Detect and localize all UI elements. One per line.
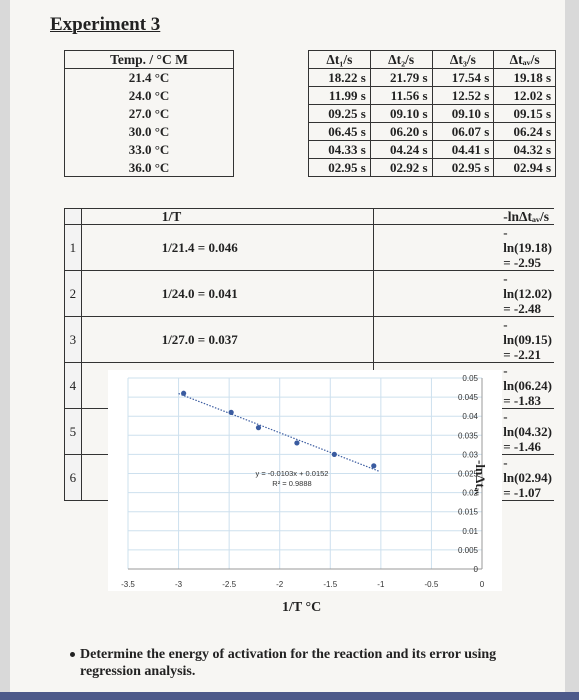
data-point: [371, 463, 377, 469]
data-point: [294, 440, 300, 446]
x-tick-label: 0: [480, 580, 485, 589]
table-row: 3 1/27.0 = 0.037 -ln(09.15) = -2.21: [64, 316, 554, 363]
table-cell: 11.99 s: [308, 86, 371, 105]
x-axis-title: 1/T °C: [282, 600, 322, 615]
chart-area: -3.5 -3 -2.5 -2 -1.5 -1 -0.5 0 0 0.005 0.01 0.015 0.…: [10, 0, 565, 692]
x-tick-label: -2.5: [222, 580, 236, 589]
table-row: 21.4 °C 18.22 s 21.79 s 17.54 s 19.18 s: [64, 68, 556, 87]
table-header-row: Temp. / °C M Δt₁/s Δt₂/s Δt₃/s Δtₐᵥ/s: [64, 50, 556, 69]
table-cell: 19.18 s: [493, 68, 556, 87]
x-tick-label: -2: [276, 580, 284, 589]
table-cell: 06.20 s: [369, 122, 433, 141]
table-header-row: 1/T -lnΔtₐᵥ/s: [64, 208, 554, 225]
y-tick-label: 0.01: [462, 527, 478, 536]
trendline-equation: y = -0.0103x + 0.0152: [256, 469, 329, 478]
x-tick-label: -0.5: [425, 580, 439, 589]
table-row: 30.0 °C 06.45 s 06.20 s 06.07 s 06.24 s: [64, 122, 556, 141]
data-point: [181, 390, 187, 396]
table-cell: 18.22 s: [308, 68, 371, 87]
question-text: Determine the energy of activation for t…: [80, 647, 497, 679]
table-row: 33.0 °C 04.33 s 04.24 s 04.41 s 04.32 s: [64, 140, 556, 159]
row-number: 5: [64, 408, 82, 455]
y-tick-label: 0.045: [458, 393, 479, 402]
table-cell: 02.95 s: [308, 158, 371, 177]
row-number: 4: [64, 362, 82, 409]
plot-area: [108, 370, 502, 591]
table-cell: 09.25 s: [308, 104, 371, 123]
page-title: Experiment 3: [50, 14, 161, 35]
table-cell: 1/27.0 = 0.037: [81, 316, 375, 363]
table-row: 27.0 °C 09.25 s 09.10 s 09.10 s 09.15 s: [64, 104, 556, 123]
data-point: [228, 409, 234, 415]
table-cell: 36.0 °C: [64, 158, 234, 177]
column-header: Temp. / °C M: [64, 50, 234, 69]
y-tick-label: 0.035: [458, 431, 479, 440]
table-cell: 02.94 s: [493, 158, 556, 177]
x-tick-label: -3.5: [121, 580, 135, 589]
row-number: 6: [64, 454, 82, 501]
table-cell: 11.56 s: [369, 86, 433, 105]
bottom-strip: [0, 692, 579, 700]
table-row: 1 1/21.4 = 0.046 -ln(19.18) = -2.95: [64, 224, 554, 271]
table-cell: 12.02 s: [493, 86, 556, 105]
r-squared-label: R² = 0.9888: [272, 479, 311, 488]
x-tick-label: -1: [377, 580, 385, 589]
table-row: 36.0 °C 02.95 s 02.92 s 02.95 s 02.94 s: [64, 158, 556, 177]
x-tick-label: -3: [175, 580, 183, 589]
row-number: 2: [64, 270, 82, 317]
table-cell: 06.07 s: [431, 122, 495, 141]
document-sheet: Experiment 3 Temp. / °C M Δt₁/s Δt₂/s Δt…: [10, 0, 565, 692]
y-tick-label: 0.05: [462, 374, 478, 383]
y-tick-label: 0.03: [462, 450, 478, 459]
table-cell: 21.79 s: [369, 68, 433, 87]
table-cell: 04.24 s: [369, 140, 433, 159]
table-cell: 24.0 °C: [64, 86, 234, 105]
x-tick-label: -1.5: [323, 580, 337, 589]
y-tick-label: 0.005: [458, 546, 479, 555]
y-tick-label: 0.04: [462, 412, 478, 421]
table-cell: -ln(09.15) = -2.21: [399, 316, 554, 363]
table-cell: 27.0 °C: [64, 104, 234, 123]
y-tick-label: 0.015: [458, 508, 479, 517]
y-tick-label: 0: [474, 565, 479, 574]
table-cell: 21.4 °C: [64, 68, 234, 87]
table-row: 24.0 °C 11.99 s 11.56 s 12.52 s 12.02 s: [64, 86, 556, 105]
y-axis-title: -lnΔtₐᵥ: [473, 460, 488, 496]
table-cell: 09.10 s: [369, 104, 433, 123]
y-tick-label: 0.02: [462, 489, 478, 498]
scatter-chart: -3.5 -3 -2.5 -2 -1.5 -1 -0.5 00 0.005 0.01 0.015 0.…: [108, 370, 502, 591]
table-cell: 09.15 s: [493, 104, 556, 123]
table-cell: -ln(19.18) = -2.95: [399, 224, 554, 271]
table-cell: 04.41 s: [431, 140, 495, 159]
row-number: 1: [64, 224, 82, 271]
data-point: [255, 425, 262, 431]
column-header: Δt₁/s: [308, 50, 371, 69]
data-point: [331, 451, 337, 457]
table-cell: 30.0 °C: [64, 122, 234, 141]
table-cell: 04.33 s: [308, 140, 371, 159]
y-tick-label: 0.025: [458, 470, 479, 479]
bullet-dot: [70, 652, 75, 657]
table-cell: 1/21.4 = 0.046: [81, 224, 375, 271]
time-table: Temp. / °C M Δt₁/s Δt₂/s Δt₃/s Δtₐᵥ/s 21…: [64, 50, 556, 177]
table-cell: 33.0 °C: [64, 140, 234, 159]
